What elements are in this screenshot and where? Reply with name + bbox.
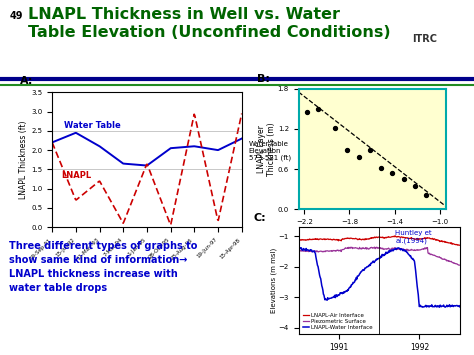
Point (314, 106, 322, 112)
Point (331, 125, 338, 131)
Y-axis label: Elevations (m msl): Elevations (m msl) (271, 248, 277, 313)
Point (389, 170, 396, 175)
Text: 49: 49 (9, 11, 23, 21)
Text: A:: A: (20, 76, 33, 86)
Text: LNAPL Thickness in Well vs. Water
Table Elevation (Unconfined Conditions): LNAPL Thickness in Well vs. Water Table … (28, 7, 391, 40)
Point (355, 154, 362, 160)
X-axis label: Water Table Elevation (m): Water Table Elevation (m) (323, 228, 421, 237)
Point (344, 148, 351, 153)
Text: ITRC: ITRC (412, 34, 437, 44)
Text: Three different types of graphs to
show same kind of information→
LNAPL thicknes: Three different types of graphs to show … (9, 241, 198, 293)
Y-axis label: LNAPL Layer
Thickness (m): LNAPL Layer Thickness (m) (257, 122, 276, 176)
Point (303, 109, 310, 114)
Text: LNAPL: LNAPL (62, 171, 92, 180)
Point (366, 148, 374, 153)
Text: Water-Table
Elevation
573-581 (ft): Water-Table Elevation 573-581 (ft) (249, 141, 291, 161)
Point (411, 183, 419, 189)
Legend: LNAPL-Air Interface, Piezometric Surface, LNAPL-Water Interface: LNAPL-Air Interface, Piezometric Surface… (301, 311, 374, 331)
Text: C:: C: (254, 213, 266, 223)
Point (377, 165, 385, 171)
Text: B:: B: (257, 73, 270, 83)
Point (422, 192, 430, 197)
Y-axis label: LNAPL Thickness (ft): LNAPL Thickness (ft) (19, 120, 28, 199)
Point (400, 176, 408, 182)
Text: Huntley et
al.(1994): Huntley et al.(1994) (395, 230, 432, 244)
Text: Water Table: Water Table (64, 121, 121, 130)
